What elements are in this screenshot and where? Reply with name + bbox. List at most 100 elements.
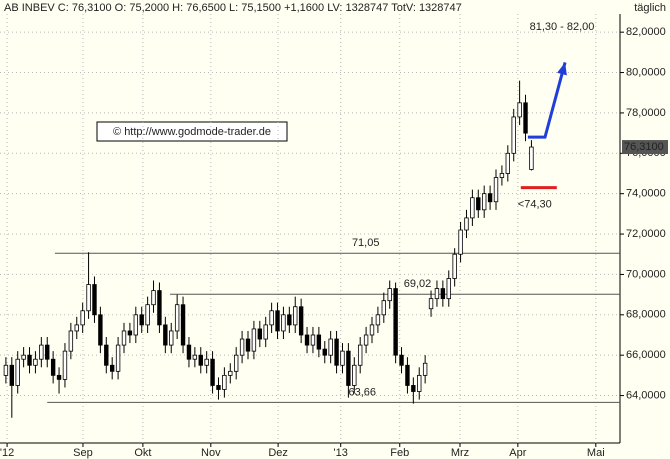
y-tick-label: 74,0000	[626, 188, 666, 200]
candle-body	[405, 364, 410, 386]
x-tick-label: Apr	[509, 447, 526, 459]
candle-body	[310, 334, 316, 346]
x-tick-label: Dez	[268, 447, 288, 459]
candle-body	[62, 350, 68, 380]
candle-body	[411, 385, 416, 392]
candle-body	[352, 364, 357, 386]
candle-body	[399, 354, 404, 366]
candle-body	[174, 304, 180, 332]
candle-body	[499, 173, 505, 178]
candle-body	[86, 284, 91, 312]
candle-body	[3, 364, 9, 376]
candle-body	[233, 354, 239, 372]
candle-body	[68, 330, 74, 352]
period-label: täglich	[634, 2, 666, 14]
candle-body	[322, 348, 327, 356]
candle-body	[505, 152, 511, 174]
x-tick-label: '13	[334, 447, 348, 459]
candle-body	[481, 193, 487, 211]
candle-body	[369, 324, 375, 336]
level-label: 63,66	[348, 386, 376, 398]
copyright-box	[96, 121, 288, 142]
candle-body	[263, 324, 268, 340]
candle-body	[27, 354, 32, 366]
target-label: 81,30 - 82,00	[530, 21, 595, 33]
candle-body	[45, 344, 50, 360]
level-label: 71,05	[352, 237, 380, 249]
candle-body	[357, 344, 363, 366]
x-tick-label: Sep	[73, 447, 93, 459]
candle-body	[387, 288, 392, 302]
candle-body	[139, 314, 144, 326]
candle-body	[198, 354, 203, 366]
x-tick-label: Nov	[201, 447, 221, 459]
candle-body	[476, 197, 481, 211]
candle-body	[163, 324, 168, 346]
target-arrow	[527, 62, 567, 139]
chart-title: AB INBEV C: 76,3100 O: 75,2000 H: 76,650…	[4, 2, 462, 14]
candle-body	[145, 304, 150, 326]
y-tick-label: 66,0000	[626, 349, 666, 361]
candle-body	[470, 197, 475, 219]
y-tick-label: 64,0000	[626, 389, 666, 401]
candle-body	[257, 328, 263, 340]
candle-body	[92, 284, 97, 316]
candle-body	[328, 338, 333, 356]
candle-body	[269, 310, 274, 326]
candle-body	[127, 330, 133, 336]
x-tick-label: Feb	[390, 447, 409, 459]
y-tick-label: 72,0000	[626, 228, 666, 240]
candle-body	[375, 314, 381, 326]
level-label: 69,02	[404, 278, 432, 290]
candle-body	[275, 310, 280, 332]
candle-body	[192, 354, 198, 360]
y-tick-label: 70,0000	[626, 268, 666, 280]
candle-body	[511, 116, 516, 154]
candle-body	[440, 288, 446, 300]
candle-body	[293, 306, 298, 326]
candle-body	[169, 330, 174, 346]
candle-body	[133, 314, 139, 336]
candle-body	[287, 314, 292, 326]
candle-body	[115, 344, 121, 372]
candle-body	[487, 193, 493, 203]
candle-body	[151, 290, 156, 306]
candle-body	[517, 102, 522, 118]
candle-body	[346, 350, 351, 386]
candle-body	[245, 338, 251, 352]
y-tick-label: 68,0000	[626, 309, 666, 321]
candle-body	[210, 358, 215, 386]
candle-body	[186, 344, 192, 360]
candle-body	[228, 370, 233, 376]
candle-body	[239, 338, 245, 356]
candle-body	[21, 354, 26, 360]
candle-body	[493, 177, 499, 203]
candle-body	[56, 374, 62, 380]
arrow-head	[557, 62, 567, 76]
candle-body	[434, 288, 440, 300]
candle-body	[98, 314, 103, 346]
candle-body	[74, 324, 79, 332]
x-tick-label: '12	[0, 447, 14, 459]
candle-body	[363, 334, 369, 346]
y-tick-label: 80,0000	[626, 66, 666, 78]
candle-body	[204, 358, 209, 366]
candle-body	[109, 364, 115, 372]
candle-body	[316, 334, 322, 350]
candle-body	[304, 334, 310, 346]
last-price-box	[622, 140, 668, 155]
last-price-label: 76,3100	[624, 141, 664, 153]
candle-body	[121, 330, 127, 346]
candle-body	[393, 288, 398, 356]
candle-body	[446, 278, 451, 300]
candle-body	[9, 364, 15, 386]
candle-body	[251, 328, 257, 352]
x-tick-label: Mai	[587, 447, 605, 459]
candle-body	[50, 358, 56, 376]
y-tick-label: 78,0000	[626, 107, 666, 119]
candle-body	[464, 217, 469, 231]
candle-body	[452, 253, 457, 279]
candle-body	[428, 298, 434, 310]
